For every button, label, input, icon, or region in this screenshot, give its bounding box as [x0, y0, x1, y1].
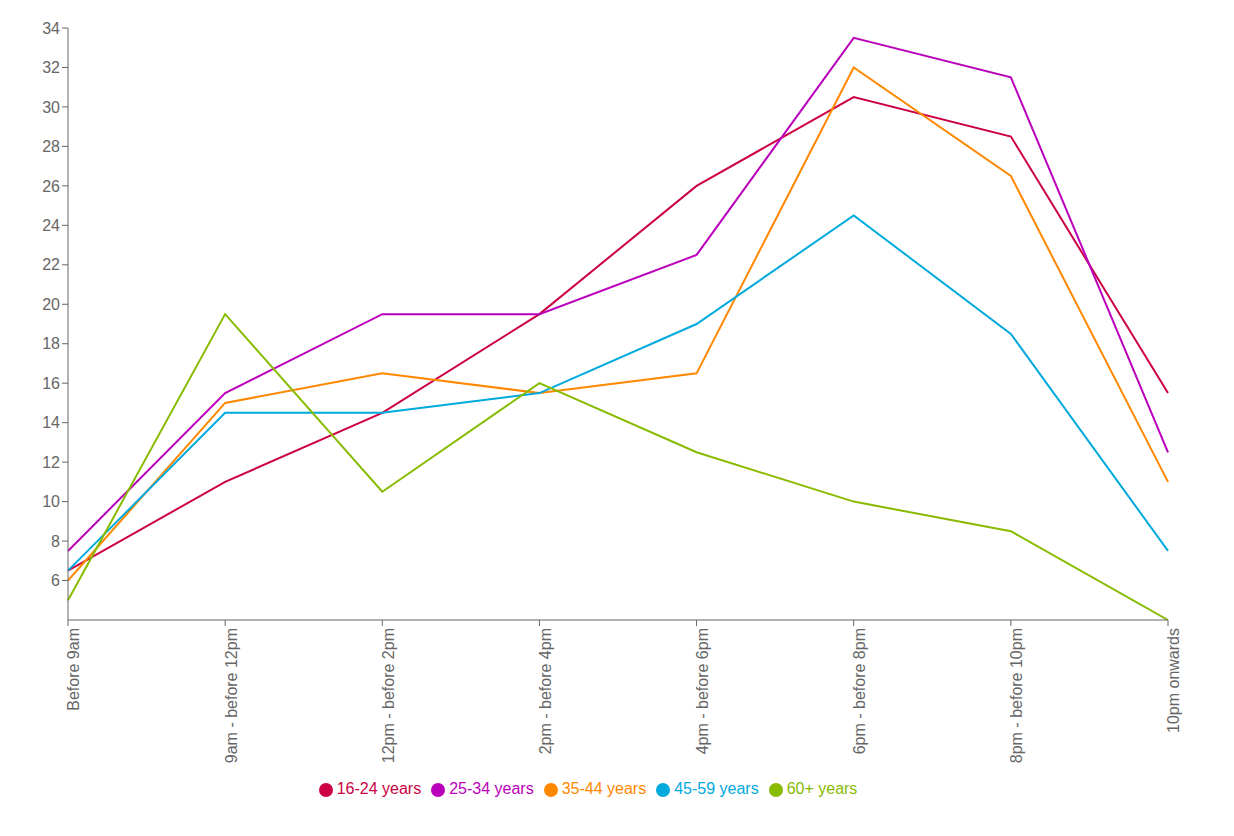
html-text:25-34 years: 25-34 years — [449, 780, 534, 797]
svg-text:26: 26 — [42, 178, 60, 195]
svg-text:22: 22 — [42, 256, 60, 273]
svg-text:12: 12 — [42, 454, 60, 471]
html-text:45-59 years: 45-59 years — [674, 780, 759, 797]
svg-text:8: 8 — [51, 533, 60, 550]
svg-text:18: 18 — [42, 335, 60, 352]
html-text:35-44 years: 35-44 years — [561, 780, 647, 797]
svg-text:20: 20 — [42, 296, 60, 313]
svg-text:30: 30 — [42, 99, 60, 116]
svg-text:6pm - before 8pm: 6pm - before 8pm — [851, 628, 868, 754]
svg-text:10pm onwards: 10pm onwards — [1165, 628, 1182, 733]
svg-text:6: 6 — [51, 572, 60, 589]
svg-text:12pm - before 2pm: 12pm - before 2pm — [380, 628, 397, 763]
html-text:16-24 years: 16-24 years — [336, 780, 422, 797]
svg-text:4pm - before 6pm: 4pm - before 6pm — [694, 628, 711, 754]
svg-text:8pm - before 10pm: 8pm - before 10pm — [1008, 628, 1025, 763]
svg-text:32: 32 — [42, 59, 60, 76]
svg-text:9am - before 12pm: 9am - before 12pm — [223, 628, 240, 763]
svg-text:10: 10 — [42, 493, 60, 510]
svg-text:16: 16 — [42, 375, 60, 392]
svg-text:14: 14 — [42, 414, 60, 431]
svg-text:34: 34 — [42, 20, 60, 37]
svg-text:2pm - before 4pm: 2pm - before 4pm — [537, 628, 554, 754]
svg-text:28: 28 — [42, 138, 60, 155]
html-text:60+ years: 60+ years — [786, 780, 858, 797]
svg-text:Before 9am: Before 9am — [65, 628, 82, 711]
svg-text:24: 24 — [42, 217, 60, 234]
